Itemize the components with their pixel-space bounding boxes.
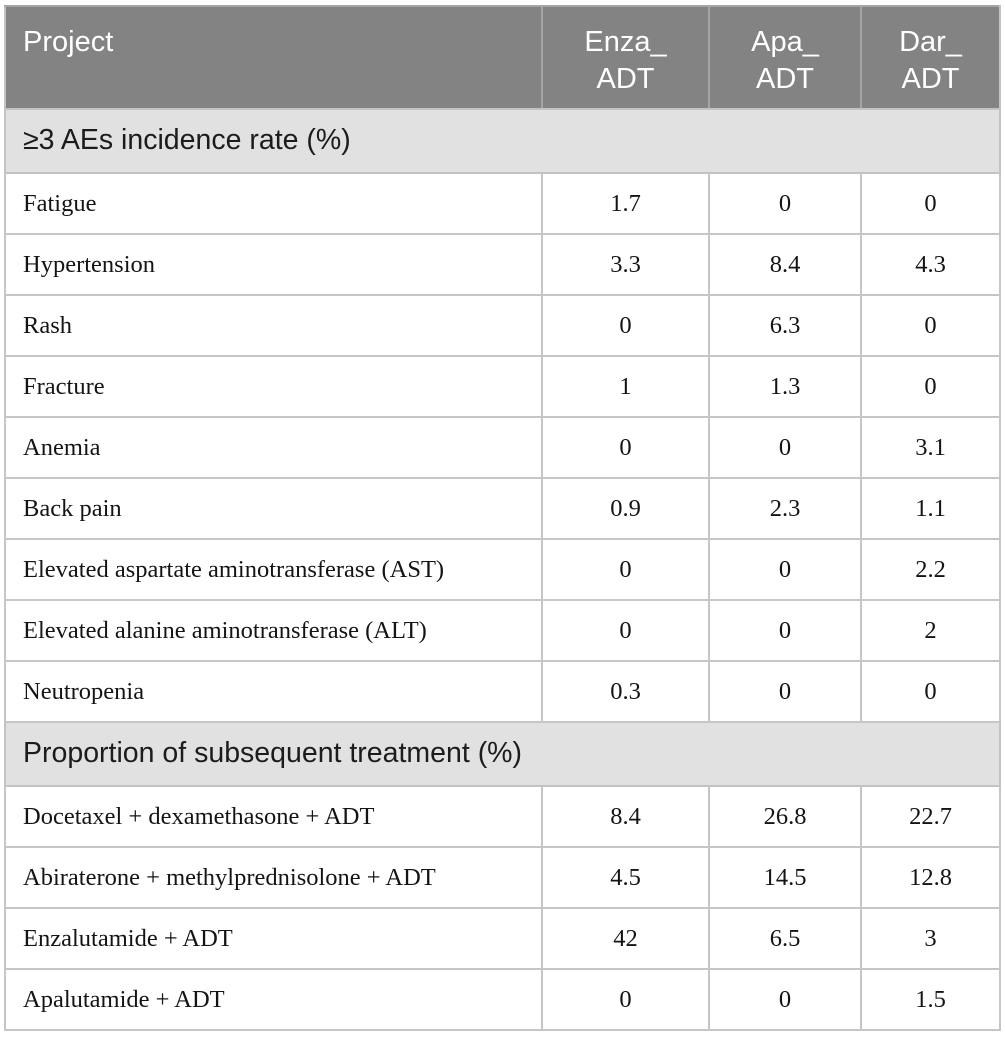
table-row: Enzalutamide + ADT 42 6.5 3 — [4, 907, 1001, 970]
cell-value: 42 — [541, 907, 710, 970]
row-label: Fatigue — [4, 172, 543, 235]
cell-value: 12.8 — [860, 846, 1001, 909]
cell-value: 1.7 — [541, 172, 710, 235]
row-label: Hypertension — [4, 233, 543, 296]
table-row: Elevated alanine aminotransferase (ALT) … — [4, 599, 1001, 662]
cell-value: 0 — [541, 294, 710, 357]
cell-value: 6.5 — [708, 907, 862, 970]
column-header-enza-adt: Enza_ ADT — [541, 5, 710, 110]
table-row: Anemia 0 0 3.1 — [4, 416, 1001, 479]
row-label: Apalutamide + ADT — [4, 968, 543, 1031]
table-row: Neutropenia 0.3 0 0 — [4, 660, 1001, 723]
table-header-row: Project Enza_ ADT Apa_ ADT Dar_ ADT — [4, 5, 1001, 110]
section-header-row: ≥3 AEs incidence rate (%) — [4, 108, 1001, 174]
cell-value: 1.5 — [860, 968, 1001, 1031]
row-label: Docetaxel + dexamethasone + ADT — [4, 785, 543, 848]
row-label: Anemia — [4, 416, 543, 479]
cell-value: 26.8 — [708, 785, 862, 848]
row-label: Fracture — [4, 355, 543, 418]
row-label: Enzalutamide + ADT — [4, 907, 543, 970]
cell-value: 0 — [708, 660, 862, 723]
section-title-subsequent-treatment: Proportion of subsequent treatment (%) — [4, 721, 1001, 787]
cell-value: 4.3 — [860, 233, 1001, 296]
cell-value: 1 — [541, 355, 710, 418]
cell-value: 0.3 — [541, 660, 710, 723]
cell-value: 0.9 — [541, 477, 710, 540]
adverse-events-table: Project Enza_ ADT Apa_ ADT Dar_ ADT ≥3 A… — [4, 5, 1001, 1031]
cell-value: 22.7 — [860, 785, 1001, 848]
row-label: Neutropenia — [4, 660, 543, 723]
row-label: Back pain — [4, 477, 543, 540]
column-header-project: Project — [4, 5, 543, 110]
cell-value: 0 — [860, 355, 1001, 418]
row-label: Abiraterone + methylprednisolone + ADT — [4, 846, 543, 909]
cell-value: 0 — [708, 599, 862, 662]
cell-value: 14.5 — [708, 846, 862, 909]
table-row: Hypertension 3.3 8.4 4.3 — [4, 233, 1001, 296]
cell-value: 2.3 — [708, 477, 862, 540]
cell-value: 3 — [860, 907, 1001, 970]
row-label: Rash — [4, 294, 543, 357]
table-row: Back pain 0.9 2.3 1.1 — [4, 477, 1001, 540]
cell-value: 0 — [541, 416, 710, 479]
cell-value: 3.3 — [541, 233, 710, 296]
cell-value: 8.4 — [541, 785, 710, 848]
cell-value: 3.1 — [860, 416, 1001, 479]
cell-value: 0 — [860, 172, 1001, 235]
cell-value: 0 — [541, 968, 710, 1031]
row-label: Elevated alanine aminotransferase (ALT) — [4, 599, 543, 662]
table-row: Docetaxel + dexamethasone + ADT 8.4 26.8… — [4, 785, 1001, 848]
cell-value: 0 — [860, 294, 1001, 357]
table-row: Fracture 1 1.3 0 — [4, 355, 1001, 418]
column-header-apa-adt: Apa_ ADT — [708, 5, 862, 110]
cell-value: 0 — [541, 599, 710, 662]
cell-value: 4.5 — [541, 846, 710, 909]
table-row: Elevated aspartate aminotransferase (AST… — [4, 538, 1001, 601]
cell-value: 8.4 — [708, 233, 862, 296]
cell-value: 0 — [541, 538, 710, 601]
table-row: Rash 0 6.3 0 — [4, 294, 1001, 357]
cell-value: 2 — [860, 599, 1001, 662]
cell-value: 2.2 — [860, 538, 1001, 601]
row-label: Elevated aspartate aminotransferase (AST… — [4, 538, 543, 601]
cell-value: 1.1 — [860, 477, 1001, 540]
column-header-dar-adt: Dar_ ADT — [860, 5, 1001, 110]
table-row: Apalutamide + ADT 0 0 1.5 — [4, 968, 1001, 1031]
section-title-aes-incidence: ≥3 AEs incidence rate (%) — [4, 108, 1001, 174]
cell-value: 0 — [860, 660, 1001, 723]
cell-value: 0 — [708, 172, 862, 235]
cell-value: 0 — [708, 538, 862, 601]
cell-value: 6.3 — [708, 294, 862, 357]
table-row: Abiraterone + methylprednisolone + ADT 4… — [4, 846, 1001, 909]
section-header-row: Proportion of subsequent treatment (%) — [4, 721, 1001, 787]
cell-value: 0 — [708, 416, 862, 479]
table-row: Fatigue 1.7 0 0 — [4, 172, 1001, 235]
cell-value: 1.3 — [708, 355, 862, 418]
cell-value: 0 — [708, 968, 862, 1031]
